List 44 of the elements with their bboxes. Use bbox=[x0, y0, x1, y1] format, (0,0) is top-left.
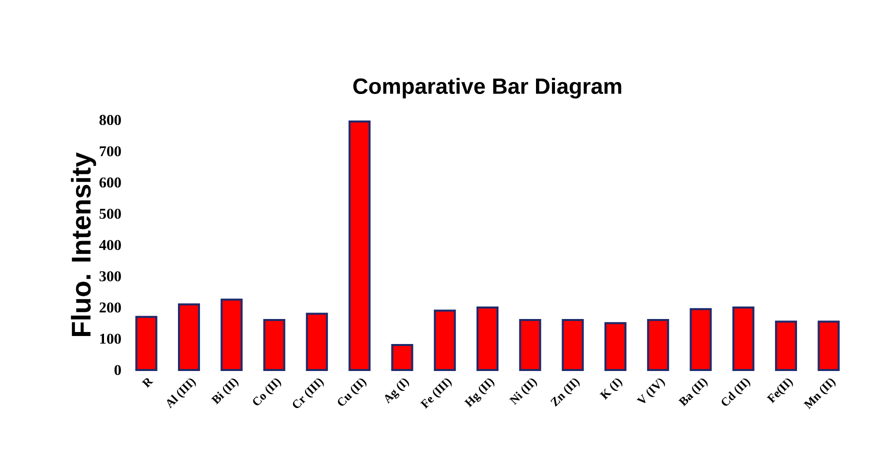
x-tick-label: V (IV) bbox=[636, 378, 665, 403]
y-tick-label: 500 bbox=[100, 208, 121, 219]
y-tick-label: 600 bbox=[99, 177, 121, 188]
bar bbox=[562, 319, 584, 371]
x-tick-label: Mn (II) bbox=[803, 378, 836, 410]
bar bbox=[135, 316, 158, 371]
bar bbox=[604, 322, 626, 371]
bar bbox=[818, 320, 840, 371]
x-tick-label: Al (III) bbox=[166, 378, 196, 408]
y-tick-label: 300 bbox=[100, 271, 121, 282]
y-tick-label: 400 bbox=[99, 240, 121, 250]
bar bbox=[732, 306, 754, 371]
bar bbox=[476, 306, 499, 371]
y-axis-title: Fluo. Intensity bbox=[70, 152, 96, 336]
bar bbox=[263, 319, 286, 371]
x-tick-label: Co (II) bbox=[253, 378, 282, 406]
y-tick-label: 0 bbox=[114, 364, 121, 376]
bar bbox=[690, 308, 712, 371]
bar bbox=[391, 344, 414, 371]
x-tick-label: R bbox=[142, 378, 154, 388]
x-tick-label: Hg (II) bbox=[464, 378, 494, 408]
x-tick-label: K (I) bbox=[600, 378, 622, 400]
x-tick-label: Cd (II) bbox=[722, 378, 750, 406]
bar bbox=[775, 320, 798, 371]
x-tick-label: Fe (III) bbox=[420, 378, 452, 409]
chart-title: Comparative Bar Diagram bbox=[353, 78, 622, 98]
x-tick-label: Ni (II) bbox=[509, 378, 538, 405]
bar bbox=[178, 303, 200, 371]
y-tick-label: 700 bbox=[100, 146, 121, 156]
x-tick-label: Cu (II) bbox=[338, 378, 366, 406]
y-tick-label: 200 bbox=[100, 302, 121, 313]
bar bbox=[220, 298, 243, 371]
y-tick-label: 800 bbox=[99, 114, 121, 126]
x-tick-label: Cr (III) bbox=[292, 378, 324, 408]
bar bbox=[519, 319, 542, 371]
x-tick-label: Zn (II) bbox=[550, 378, 580, 407]
x-tick-label: Ba (II) bbox=[678, 378, 708, 406]
x-tick-label: Ag (I) bbox=[384, 378, 410, 404]
bar bbox=[306, 312, 328, 371]
x-tick-label: Bi (II) bbox=[211, 378, 238, 405]
bar bbox=[434, 310, 456, 371]
bar bbox=[348, 120, 371, 371]
y-tick-label: 100 bbox=[100, 334, 121, 344]
bar bbox=[647, 319, 670, 371]
